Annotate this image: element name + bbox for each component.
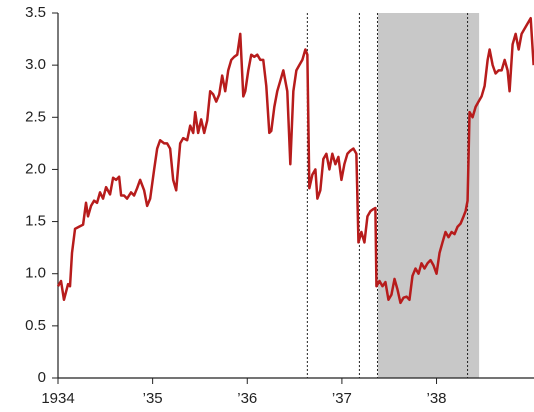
y-tick-label: 2.0: [25, 160, 46, 177]
y-tick-label: 0: [38, 369, 46, 386]
shaded-region: [377, 13, 480, 378]
y-tick-label: 1.0: [25, 265, 46, 282]
x-tick-label: ’38: [427, 390, 447, 407]
data-line: [56, 16, 534, 305]
x-tick-label: ’37: [332, 390, 352, 407]
x-tick-label: ’36: [237, 390, 257, 407]
y-tick-label: 1.5: [25, 213, 46, 230]
y-tick-label: 2.5: [25, 108, 46, 125]
x-tick-label: ’35: [143, 390, 163, 407]
x-tick-label: 1934: [41, 390, 74, 407]
y-tick-label: 3.0: [25, 56, 46, 73]
y-tick-label: 3.5: [25, 4, 46, 21]
y-tick-label: 0.5: [25, 317, 46, 334]
